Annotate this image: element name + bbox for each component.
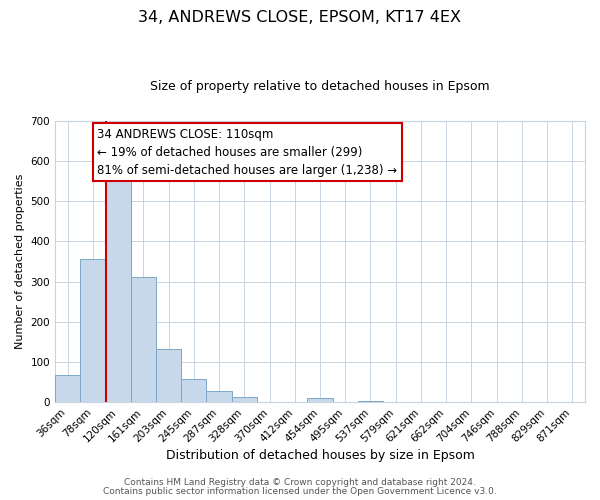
Bar: [131, 276, 156, 402]
Bar: [181, 379, 206, 402]
Bar: [358, 401, 383, 402]
Bar: [156, 348, 181, 402]
Y-axis label: Number of detached properties: Number of detached properties: [15, 174, 25, 349]
Bar: [206, 392, 232, 402]
Bar: [80, 260, 106, 402]
Text: 34, ANDREWS CLOSE, EPSOM, KT17 4EX: 34, ANDREWS CLOSE, EPSOM, KT17 4EX: [139, 10, 461, 25]
Title: Size of property relative to detached houses in Epsom: Size of property relative to detached ho…: [150, 80, 490, 93]
Text: 34 ANDREWS CLOSE: 110sqm
← 19% of detached houses are smaller (299)
81% of semi-: 34 ANDREWS CLOSE: 110sqm ← 19% of detach…: [97, 128, 398, 176]
Bar: [232, 397, 257, 402]
Text: Contains HM Land Registry data © Crown copyright and database right 2024.: Contains HM Land Registry data © Crown c…: [124, 478, 476, 487]
Bar: [106, 174, 131, 402]
Bar: [307, 398, 332, 402]
Bar: [55, 375, 80, 402]
X-axis label: Distribution of detached houses by size in Epsom: Distribution of detached houses by size …: [166, 450, 475, 462]
Text: Contains public sector information licensed under the Open Government Licence v3: Contains public sector information licen…: [103, 488, 497, 496]
